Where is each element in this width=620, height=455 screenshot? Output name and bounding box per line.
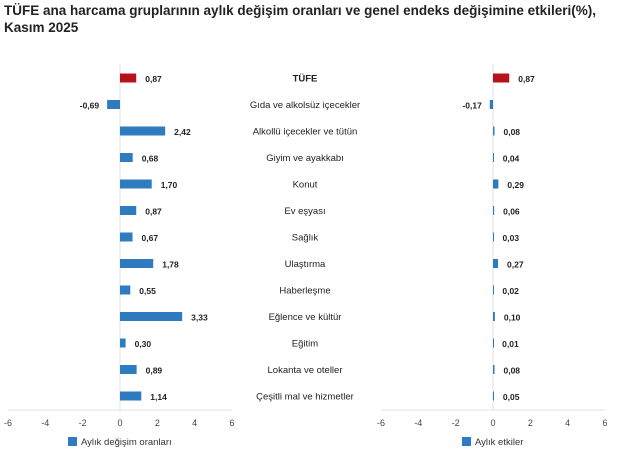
x-tick-label: 6 — [229, 418, 234, 428]
x-tick-label: 0 — [117, 418, 122, 428]
bar — [120, 126, 166, 136]
category-label: TÜFE — [293, 74, 318, 85]
bar — [120, 153, 133, 162]
data-label: 0,27 — [507, 260, 524, 270]
bar — [120, 232, 133, 242]
data-label: 0,29 — [507, 180, 524, 190]
bar — [493, 206, 495, 215]
legend-swatch — [68, 437, 77, 446]
bar — [493, 285, 494, 295]
data-label: 2,42 — [174, 127, 191, 137]
x-tick-label: 6 — [602, 418, 607, 428]
bar — [107, 100, 120, 109]
bar — [120, 73, 137, 83]
category-label: Ev eşyası — [284, 206, 325, 217]
bar — [120, 312, 183, 321]
bar — [493, 73, 510, 83]
data-label: 0,08 — [503, 366, 520, 376]
legend-swatch — [462, 437, 471, 446]
bar — [120, 259, 154, 268]
data-label: 0,68 — [142, 154, 159, 164]
bar — [120, 338, 126, 348]
x-tick-label: 0 — [490, 418, 495, 428]
data-label: 0,55 — [139, 286, 156, 296]
category-label: Çeşitli mal ve hizmetler — [256, 392, 354, 403]
bar — [493, 338, 494, 348]
bar — [120, 365, 137, 374]
category-label: Lokanta ve oteller — [268, 365, 343, 376]
data-label: 0,87 — [145, 207, 162, 217]
category-label: Eğitim — [292, 339, 318, 350]
category-label: Sağlık — [292, 233, 319, 244]
bar — [493, 126, 495, 136]
legend-label: Aylık değişim oranları — [81, 437, 172, 448]
category-label: Eğlence ve kültür — [269, 312, 342, 323]
data-label: 3,33 — [191, 313, 208, 323]
data-label: 0,10 — [504, 313, 521, 323]
data-label: 0,67 — [142, 233, 159, 243]
x-tick-label: -2 — [452, 418, 460, 428]
data-label: 1,78 — [162, 260, 179, 270]
x-tick-label: -4 — [41, 418, 49, 428]
bar — [493, 391, 494, 401]
category-label: Haberleşme — [279, 286, 330, 297]
chart-title: TÜFE ana harcama gruplarının aylık değiş… — [4, 3, 596, 35]
data-label: 0,06 — [503, 207, 520, 217]
x-tick-label: -2 — [79, 418, 87, 428]
bar — [120, 179, 152, 189]
x-tick-label: 2 — [155, 418, 160, 428]
x-tick-label: -4 — [414, 418, 422, 428]
bar — [120, 391, 142, 401]
x-tick-label: -6 — [4, 418, 12, 428]
x-tick-label: 2 — [528, 418, 533, 428]
bar — [493, 153, 494, 162]
bar — [120, 285, 131, 295]
data-label: 1,70 — [161, 180, 178, 190]
data-label: 0,02 — [502, 286, 519, 296]
bar — [489, 100, 493, 109]
data-label: 0,04 — [503, 154, 520, 164]
bar — [493, 259, 499, 268]
legend-label: Aylık etkiler — [475, 437, 523, 448]
x-tick-label: 4 — [192, 418, 197, 428]
bar — [493, 365, 495, 374]
data-label: -0,17 — [462, 101, 482, 111]
x-tick-label: -6 — [377, 418, 385, 428]
data-label: 0,87 — [518, 74, 535, 84]
data-label: 0,08 — [503, 127, 520, 137]
data-label: 1,14 — [150, 392, 167, 402]
bar — [120, 206, 137, 215]
category-label: Konut — [293, 180, 318, 191]
category-label: Ulaştırma — [285, 259, 326, 270]
data-label: 0,89 — [146, 366, 163, 376]
data-label: 0,87 — [145, 74, 162, 84]
data-label: 0,03 — [503, 233, 520, 243]
bar — [493, 179, 499, 189]
data-label: 0,01 — [502, 339, 519, 349]
bar — [493, 312, 495, 321]
category-label: Gıda ve alkolsüz içecekler — [250, 100, 360, 111]
data-label: 0,05 — [503, 392, 520, 402]
x-tick-label: 4 — [565, 418, 570, 428]
data-label: 0,30 — [135, 339, 152, 349]
bar — [493, 232, 494, 242]
category-label: Giyim ve ayakkabı — [266, 153, 344, 164]
category-label: Alkollü içecekler ve tütün — [253, 127, 358, 138]
data-label: -0,69 — [80, 101, 100, 111]
